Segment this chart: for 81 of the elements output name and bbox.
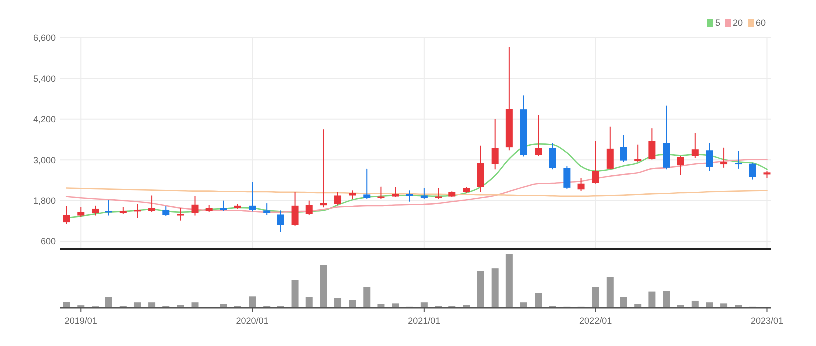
bar [620,297,628,308]
bar [648,292,656,308]
candlestick [420,188,428,200]
candlestick [620,134,628,163]
candlestick [292,192,299,226]
candlestick [306,200,313,216]
candlestick [78,206,85,218]
candlestick [706,142,714,172]
candlestick [735,150,742,170]
bar [349,300,356,308]
bar [663,291,670,308]
bar [148,302,156,308]
bar [192,302,199,308]
candlestick [720,147,728,168]
candlestick [264,203,271,216]
bar [520,302,528,308]
candlestick [392,186,400,198]
bar [506,254,513,308]
candlestick [592,140,600,184]
candlestick [648,128,656,160]
bar [692,300,699,308]
legend-label: 60 [756,18,766,28]
candlestick [177,208,184,222]
candlestick [692,132,699,159]
legend-label: 20 [733,18,744,28]
candlestick [364,168,371,200]
bar [392,304,400,308]
candlestick [277,210,284,233]
bar [306,297,313,308]
candlestick [320,129,328,208]
bar [706,302,714,308]
candlestick [549,142,556,170]
candlestick [192,196,199,216]
candlestick [406,190,414,202]
x-tick-label: 2019/01 [64,316,98,326]
bar [134,302,141,308]
candlestick [492,118,499,170]
candlestick [677,156,684,176]
candlestick [220,200,228,212]
candlestick [334,192,342,206]
bar [535,293,542,308]
candlestick [564,166,571,190]
y-tick-label: 3,000 [33,155,56,166]
candlestick [162,206,170,217]
bar [105,297,112,308]
bar [220,304,228,308]
x-tick-label: 2022/01 [580,316,612,326]
candlestick [578,178,585,192]
bar [63,302,70,308]
candlestick [477,145,484,193]
y-tick-label: 600 [40,236,56,247]
bar [492,268,499,308]
bar [334,298,342,308]
bar [249,296,256,308]
line-series [66,188,768,198]
bar [606,277,614,308]
bar [634,304,642,308]
candlestick [535,114,542,157]
y-tick-label: 1,800 [33,196,56,206]
x-tick-label: 2020/01 [236,316,269,326]
candlestick [606,126,614,170]
x-tick-label: 2021/01 [408,316,441,326]
legend-label: 5 [716,18,721,28]
candlestick [634,144,642,163]
candlestick [249,182,256,212]
bar [292,280,299,308]
candlestick [63,206,70,225]
bar [420,302,428,308]
bar [378,304,385,308]
bar [320,265,328,308]
candlestick [749,162,756,180]
bar [364,287,371,308]
bar [477,271,484,308]
y-tick-label: 4,200 [33,114,56,125]
candlestick [148,195,156,213]
y-tick-label: 5,400 [33,74,56,84]
candlestick [92,205,100,216]
y-tick-label: 6,600 [33,33,56,44]
bar [592,287,600,308]
bar [720,304,728,308]
x-tick-label: 2023/01 [750,316,784,326]
